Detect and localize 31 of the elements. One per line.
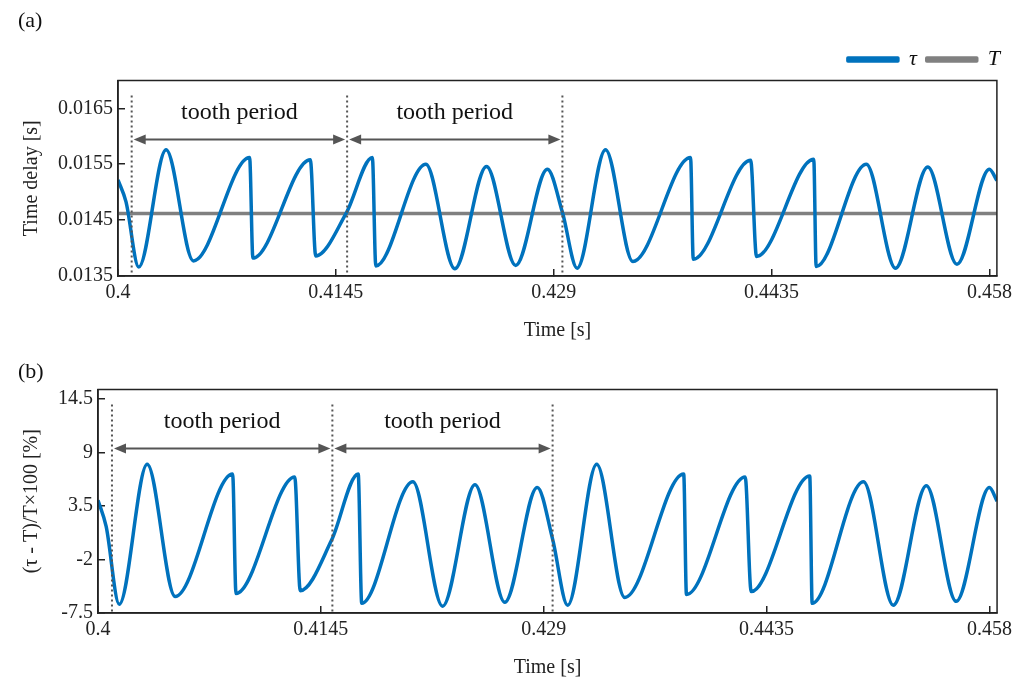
y-tick-label: -2 <box>76 546 93 569</box>
annotation: tooth period <box>163 406 281 433</box>
y-axis-title: Time delay [s] <box>19 120 43 237</box>
line-series <box>98 462 998 608</box>
x-tick-label: 0.4 <box>85 617 111 640</box>
y-axis-title: (τ - T)/T×100 [%] <box>19 429 43 574</box>
annotation: tooth period <box>384 406 501 433</box>
y-tick-label: 3.5 <box>68 493 93 516</box>
annotation: tooth period <box>396 97 514 124</box>
chart-title: (a) <box>18 6 43 32</box>
legend-label: T <box>987 45 1002 71</box>
x-tick-label: 0.458 <box>966 617 1012 640</box>
annotation: tooth period <box>181 97 298 124</box>
x-tick-label: 0.4145 <box>293 617 349 640</box>
x-tick-label: 0.4145 <box>308 280 364 303</box>
chart-title: (b) <box>18 357 44 383</box>
legend-label: τ <box>908 45 918 71</box>
y-tick-label: 0.0145 <box>58 207 113 230</box>
y-tick-label: 0.0165 <box>58 95 113 118</box>
y-tick-label: 0.0155 <box>58 151 113 174</box>
x-tick-label: 0.458 <box>966 280 1012 303</box>
x-tick-label: 0.429 <box>531 280 577 303</box>
x-tick-label: 0.4435 <box>739 617 795 640</box>
x-tick-label: 0.4435 <box>744 280 800 303</box>
x-tick-label: 0.4 <box>105 280 131 303</box>
x-tick-label: 0.429 <box>521 617 567 640</box>
y-tick-label: 9 <box>83 439 93 462</box>
x-axis-title: Time [s] <box>513 655 582 678</box>
y-tick-label: 14.5 <box>58 386 93 409</box>
x-axis-title: Time [s] <box>523 318 592 341</box>
line-series <box>118 147 997 271</box>
